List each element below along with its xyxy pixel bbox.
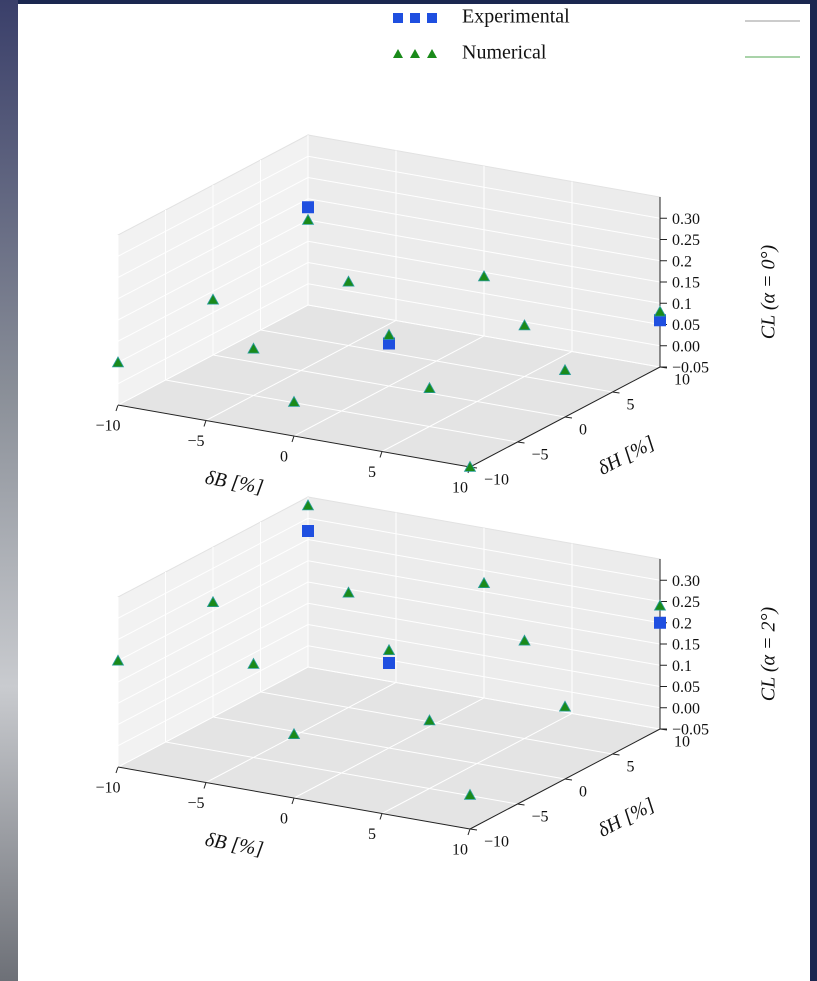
tick-mark <box>204 421 206 427</box>
z-tick-label: 0.00 <box>672 700 700 717</box>
tick-mark <box>292 798 294 804</box>
tick-mark <box>116 767 118 773</box>
y-tick-label: 0 <box>579 422 587 439</box>
x-tick-label: −5 <box>187 795 204 812</box>
x-tick-label: 5 <box>368 464 376 481</box>
z-tick-label: 0.05 <box>672 679 700 696</box>
y-tick-label: 5 <box>627 397 635 414</box>
z-tick-label: 0.1 <box>672 658 692 675</box>
experimental-point <box>302 525 314 537</box>
x-tick-label: 0 <box>280 811 288 828</box>
tick-mark <box>518 442 525 443</box>
y-axis-label: δH [%] <box>594 432 658 480</box>
legend-marker <box>410 49 420 58</box>
legend-marker <box>427 13 437 23</box>
x-tick-label: 0 <box>280 449 288 466</box>
tick-mark <box>518 804 525 805</box>
z-tick-label: 0.30 <box>672 573 700 590</box>
y-tick-label: 5 <box>627 759 635 776</box>
tick-mark <box>613 392 620 393</box>
y-tick-label: 0 <box>579 784 587 801</box>
tick-mark <box>565 779 572 780</box>
legend-marker <box>393 49 403 58</box>
x-tick-label: 10 <box>452 480 468 497</box>
tick-mark <box>116 405 118 411</box>
legend-marker <box>393 13 403 23</box>
z-tick-label: 0.30 <box>672 211 700 228</box>
tick-mark <box>380 814 382 820</box>
experimental-point <box>654 617 666 629</box>
legend-marker <box>427 49 437 58</box>
tick-mark <box>613 754 620 755</box>
z-tick-label: 0.25 <box>672 594 700 611</box>
z-axis-label: CL (α = 2°) <box>758 606 780 701</box>
y-tick-label: −10 <box>484 472 509 489</box>
y-axis-label: δH [%] <box>594 794 658 842</box>
x-tick-label: −5 <box>187 433 204 450</box>
tick-mark <box>204 783 206 789</box>
x-tick-label: −10 <box>95 418 120 435</box>
tick-mark <box>468 829 470 835</box>
background-strip <box>0 0 18 981</box>
x-tick-label: 5 <box>368 826 376 843</box>
z-tick-label: 0.2 <box>672 615 692 632</box>
x-axis-label: δB [%] <box>203 829 265 861</box>
x-tick-label: 10 <box>452 842 468 859</box>
legend-label: Experimental <box>462 6 570 28</box>
tick-mark <box>565 417 572 418</box>
tick-mark <box>470 829 477 830</box>
legend-marker <box>410 13 420 23</box>
x-axis-label: δB [%] <box>203 467 265 499</box>
legend-label: Numerical <box>462 42 547 64</box>
x-tick-label: −10 <box>95 780 120 797</box>
tick-mark <box>292 436 294 442</box>
z-tick-label: 0.25 <box>672 232 700 249</box>
z-tick-label: 0.15 <box>672 637 700 654</box>
z-axis-label: CL (α = 0°) <box>758 244 780 339</box>
y-tick-label: −10 <box>484 834 509 851</box>
z-tick-label: 0.1 <box>672 296 692 313</box>
z-tick-label: 0.05 <box>672 317 700 334</box>
z-tick-label: −0.05 <box>672 360 709 377</box>
z-tick-label: 0.15 <box>672 275 700 292</box>
z-tick-label: 0.00 <box>672 338 700 355</box>
figure: ExperimentalNumerical−10−50510−10−50510−… <box>18 4 810 981</box>
experimental-point <box>302 201 314 213</box>
z-tick-label: 0.2 <box>672 253 692 270</box>
y-tick-label: −5 <box>532 447 549 464</box>
y-tick-label: −5 <box>532 809 549 826</box>
tick-mark <box>380 452 382 458</box>
experimental-point <box>383 657 395 669</box>
z-tick-label: −0.05 <box>672 722 709 739</box>
